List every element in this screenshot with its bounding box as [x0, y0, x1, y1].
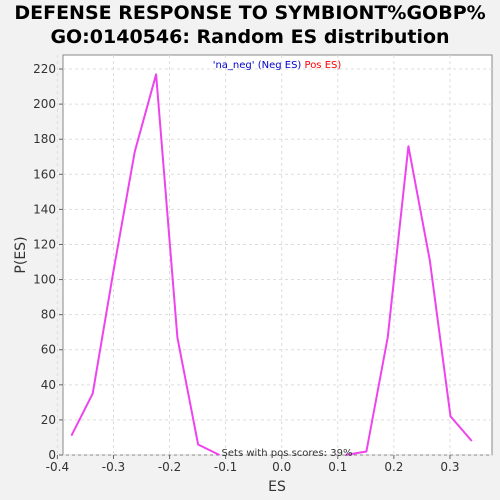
chart-title-line-2: GO:0140546: Random ES distribution	[50, 26, 449, 48]
y-tick-label: 140	[33, 202, 56, 216]
x-axis-label: ES	[268, 479, 286, 495]
y-tick-label: 200	[33, 97, 56, 111]
plot-area	[62, 54, 493, 456]
grid	[56, 55, 492, 456]
y-axis: 0 20 40 60 80 100 120 140 160 180 200 220	[33, 62, 63, 462]
series-line	[70, 73, 473, 456]
x-axis: -0.4 -0.3 -0.2 -0.1 0.0 0.1 0.2 0.3	[46, 455, 459, 474]
y-tick-label: 80	[41, 308, 56, 322]
x-tick-label: -0.3	[102, 460, 125, 474]
chart-title-line-1: DEFENSE RESPONSE TO SYMBIONT%GOBP%	[14, 2, 485, 24]
y-tick-label: 0	[48, 448, 56, 462]
x-tick-label: -0.4	[46, 460, 69, 474]
x-tick-label: 0.1	[328, 460, 347, 474]
y-tick-label: 160	[33, 167, 56, 181]
x-tick-label: -0.1	[214, 460, 237, 474]
legend-neg-es: 'na_neg' (Neg ES)	[213, 60, 305, 71]
y-tick-label: 220	[33, 62, 56, 76]
y-tick-label: 20	[41, 413, 56, 427]
pos-scores-annotation: Sets with pos scores: 39%	[222, 448, 353, 459]
x-tick-label: -0.2	[158, 460, 181, 474]
y-tick-label: 40	[41, 378, 56, 392]
y-tick-label: 120	[33, 237, 56, 251]
x-tick-label: 0.0	[272, 460, 291, 474]
legend: 'na_neg' (Neg ES) Pos ES)	[213, 60, 342, 71]
x-tick-label: 0.3	[440, 460, 459, 474]
y-tick-label: 60	[41, 343, 56, 357]
y-tick-label: 180	[33, 132, 56, 146]
y-axis-label: P(ES)	[13, 236, 29, 273]
series-group	[70, 73, 473, 456]
x-tick-label: 0.2	[384, 460, 403, 474]
legend-pos-es: Pos ES)	[305, 60, 342, 71]
y-tick-label: 100	[33, 273, 56, 287]
